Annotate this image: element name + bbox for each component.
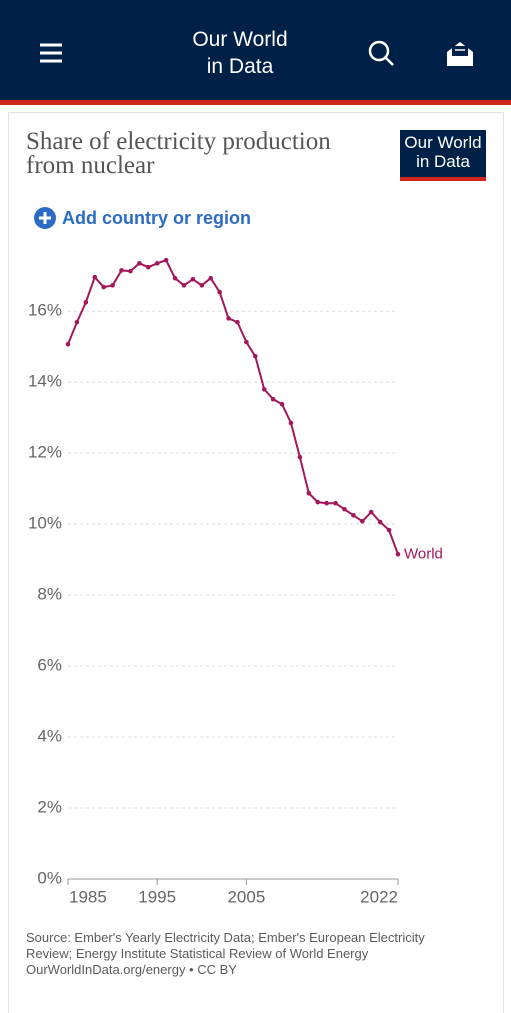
data-point bbox=[315, 499, 321, 505]
data-point bbox=[163, 257, 169, 263]
y-tick-label: 0% bbox=[37, 868, 62, 887]
data-point bbox=[360, 519, 365, 524]
x-tick-label: 2005 bbox=[227, 887, 265, 906]
source-note: Source: Ember's Yearly Electricity Data;… bbox=[26, 930, 466, 978]
data-point bbox=[74, 319, 80, 325]
data-point bbox=[244, 339, 249, 345]
data-point bbox=[270, 396, 276, 402]
button-label: Add country or region bbox=[62, 207, 251, 228]
header-accent bbox=[0, 100, 511, 105]
data-point bbox=[199, 283, 205, 288]
data-point bbox=[279, 401, 285, 407]
data-point bbox=[261, 386, 267, 392]
x-tick-label: 1995 bbox=[138, 887, 176, 906]
header-bar bbox=[0, 0, 511, 100]
plus-icon bbox=[34, 207, 56, 229]
data-point bbox=[386, 527, 392, 533]
data-point bbox=[235, 319, 240, 325]
data-point bbox=[65, 341, 71, 347]
data-point bbox=[101, 284, 106, 290]
license-text: OurWorldInData.org/energy • CC BY bbox=[26, 962, 237, 977]
data-line bbox=[67, 258, 399, 555]
y-tick-label: 14% bbox=[28, 372, 62, 391]
data-point bbox=[252, 353, 258, 359]
data-point bbox=[137, 261, 142, 266]
data-point bbox=[324, 500, 329, 506]
data-point bbox=[297, 454, 303, 460]
series-label: World bbox=[404, 545, 443, 562]
data-point bbox=[181, 283, 187, 288]
site-logo[interactable]: Our World in Data bbox=[170, 26, 310, 80]
y-tick-label: 8% bbox=[37, 585, 62, 604]
data-point bbox=[226, 316, 231, 321]
x-tick-label: 2022 bbox=[360, 887, 398, 906]
source-text: Source: Ember's Yearly Electricity Data;… bbox=[26, 930, 425, 961]
data-point bbox=[333, 500, 338, 506]
data-point bbox=[306, 490, 312, 496]
data-point bbox=[342, 506, 347, 512]
y-tick-label: 2% bbox=[37, 798, 62, 817]
header-icons bbox=[40, 40, 473, 66]
data-point bbox=[145, 264, 151, 270]
data-point bbox=[395, 552, 401, 557]
data-point bbox=[92, 274, 98, 280]
data-point bbox=[110, 283, 115, 288]
data-point bbox=[377, 519, 383, 525]
chart-card bbox=[8, 112, 504, 1013]
add-country-button[interactable]: Add country or region bbox=[34, 206, 251, 230]
logo-text: in Data bbox=[416, 152, 470, 171]
data-point bbox=[83, 300, 89, 305]
data-point bbox=[190, 276, 196, 282]
data-point bbox=[172, 275, 178, 281]
x-tick-label: 1985 bbox=[69, 887, 107, 906]
data-point bbox=[217, 289, 222, 295]
data-point bbox=[208, 275, 214, 281]
data-point bbox=[154, 261, 160, 266]
y-tick-label: 16% bbox=[28, 301, 62, 320]
newsletter-icon[interactable] bbox=[447, 42, 473, 66]
data-point bbox=[288, 420, 294, 426]
chart-logo: Our World in Data bbox=[400, 130, 486, 181]
y-tick-label: 6% bbox=[37, 656, 62, 675]
y-tick-label: 4% bbox=[37, 727, 62, 746]
data-point bbox=[119, 268, 124, 273]
y-tick-label: 12% bbox=[28, 443, 62, 462]
logo-text: in Data bbox=[206, 55, 274, 78]
search-icon[interactable] bbox=[368, 40, 394, 66]
data-point bbox=[128, 268, 133, 274]
y-tick-label: 10% bbox=[28, 514, 62, 533]
logo-text: Our World bbox=[404, 133, 482, 152]
chart-title: Share of electricity production from nuc… bbox=[26, 128, 331, 179]
data-point bbox=[351, 512, 356, 518]
menu-icon[interactable] bbox=[40, 43, 62, 63]
logo-text: Our World bbox=[192, 28, 288, 51]
data-point bbox=[368, 509, 374, 515]
